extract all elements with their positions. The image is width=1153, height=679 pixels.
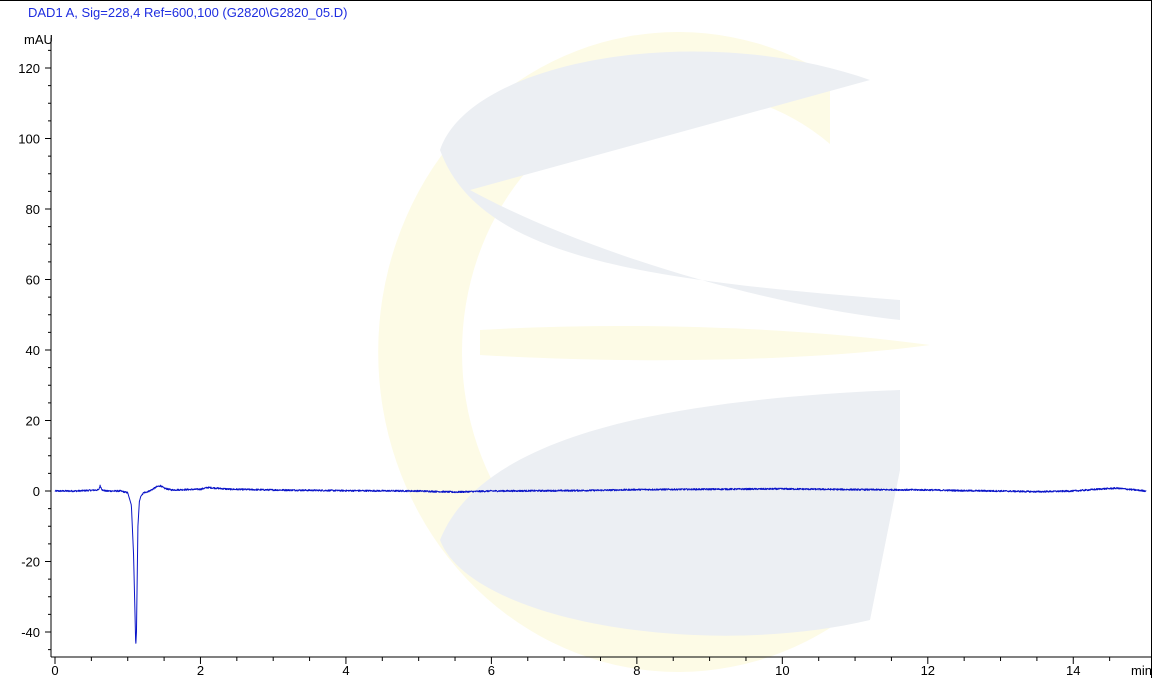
- x-tick-label: 10: [775, 663, 789, 678]
- y-axis-unit-label: mAU: [24, 32, 53, 47]
- y-tick-label: 0: [33, 484, 40, 499]
- trace-layer: [54, 484, 1147, 644]
- x-tick-label: 4: [342, 663, 349, 678]
- y-tick-label: 60: [26, 273, 40, 288]
- x-tick-label: 0: [51, 663, 58, 678]
- x-tick-label: 8: [633, 663, 640, 678]
- y-tick-label: 40: [26, 343, 40, 358]
- x-tick-label: 14: [1066, 663, 1080, 678]
- y-tick-label: 80: [26, 202, 40, 217]
- axes: -40 -20 0 20 40 60 80 100 120 0 2 4 6 8 10 12 14: [18, 38, 1152, 678]
- y-tick-label: 20: [26, 414, 40, 429]
- x-tick-label: 2: [197, 663, 204, 678]
- signal-title: DAD1 A, Sig=228,4 Ref=600,100 (G2820\G28…: [28, 5, 348, 20]
- chromatogram-trace: [54, 484, 1147, 644]
- x-tick-label: 12: [921, 663, 935, 678]
- c-shaped-company-logo-watermark-icon: [378, 32, 930, 673]
- y-tick-label: 100: [18, 132, 40, 147]
- y-tick-label: 120: [18, 61, 40, 76]
- y-tick-label: -40: [21, 625, 40, 640]
- x-tick-label: 6: [488, 663, 495, 678]
- x-axis-unit-label: min: [1131, 663, 1152, 678]
- y-tick-label: -20: [21, 555, 40, 570]
